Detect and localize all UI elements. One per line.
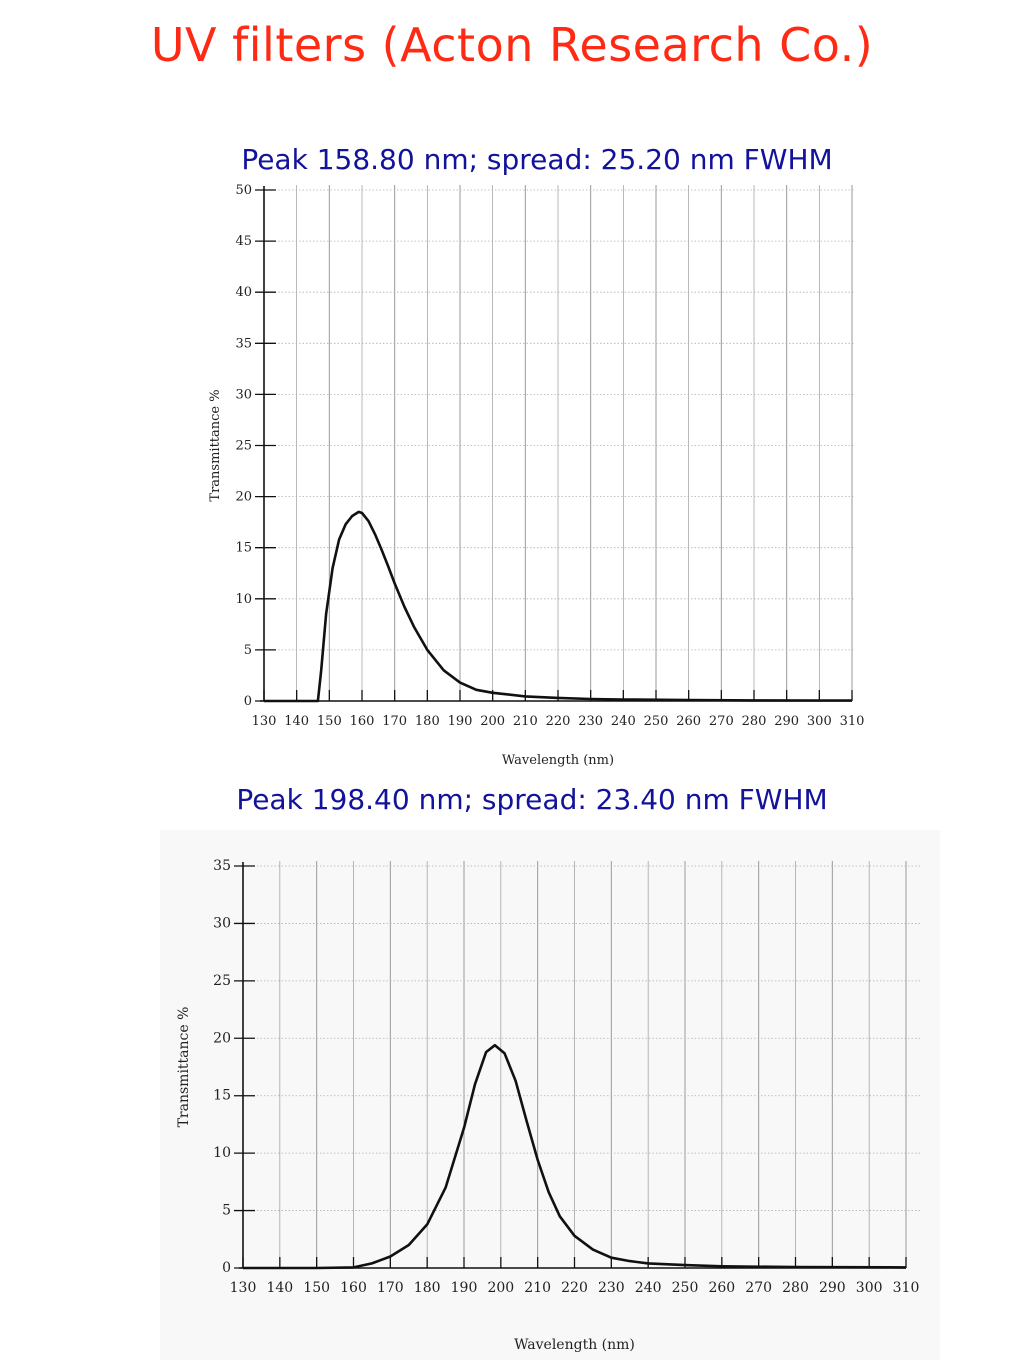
- chart-2-x-tick-label: 220: [561, 1280, 588, 1296]
- chart-1-y-tick-label: 50: [235, 183, 252, 198]
- chart-2-y-tick-label: 35: [213, 858, 231, 874]
- chart-1-y-tick-label: 15: [235, 541, 252, 556]
- chart-2-y-tick-label: 0: [222, 1260, 231, 1276]
- chart-2-y-tick-label: 30: [213, 915, 231, 931]
- chart-2-x-tick-label: 180: [414, 1280, 441, 1296]
- chart-2-y-tick-label: 25: [213, 973, 231, 989]
- chart-1: 0 5 10 15 20 25 30 35 40 45 50 130 140 150 160 170 180 19…: [195, 178, 875, 778]
- chart-1-x-tick-label: 220: [546, 714, 571, 729]
- chart-1-x-tick-label: 230: [578, 714, 603, 729]
- chart-1-series-line: [264, 510, 852, 703]
- chart-1-x-tick-label: 280: [742, 714, 767, 729]
- chart-2-x-tick-label: 270: [745, 1280, 772, 1296]
- chart-2-x-tick-label: 240: [635, 1280, 662, 1296]
- chart-1-x-tick-label: 240: [611, 714, 636, 729]
- chart-1-x-tick-label: 300: [807, 714, 832, 729]
- chart-2-x-tick-label: 190: [451, 1280, 478, 1296]
- chart-1-y-axis-label: Transmittance %: [208, 389, 223, 501]
- chart-1-x-tick-label: 190: [448, 714, 473, 729]
- chart-1-caption: Peak 158.80 nm; spread: 25.20 nm FWHM: [241, 143, 833, 176]
- chart-1-x-tick-label: 270: [709, 714, 734, 729]
- chart-2-x-axis-label: Wavelength (nm): [514, 1337, 635, 1353]
- chart-2-y-axis-label: Transmittance %: [176, 1007, 192, 1128]
- chart-1-y-tick-label: 5: [244, 643, 252, 658]
- chart-1-y-tick-label: 35: [235, 336, 252, 351]
- chart-2-x-tick-label: 210: [524, 1280, 551, 1296]
- chart-2-x-tick-label: 170: [377, 1280, 404, 1296]
- chart-1-x-tick-label: 130: [252, 714, 277, 729]
- chart-1-y-tick-label: 45: [235, 234, 252, 249]
- chart-2-x-tick-label: 140: [266, 1280, 293, 1296]
- slide-title: UV filters (Acton Research Co.): [150, 18, 874, 72]
- chart-1-y-tick-label: 30: [235, 387, 252, 402]
- chart-1-x-tick-label: 160: [350, 714, 375, 729]
- chart-1-y-tick-label: 20: [235, 490, 252, 505]
- chart-1-x-axis-label: Wavelength (nm): [502, 753, 614, 768]
- chart-2-x-tick-label: 250: [672, 1280, 699, 1296]
- chart-2: 0 5 10 15 20 25 30 35 130 140 150 160 170 180 190 200 21…: [160, 830, 940, 1360]
- chart-1-y-tick-label: 0: [244, 694, 252, 709]
- chart-1-x-tick-label: 290: [774, 714, 799, 729]
- chart-2-y-tick-label: 5: [222, 1203, 231, 1219]
- chart-2-x-tick-label: 160: [340, 1280, 367, 1296]
- chart-1-x-tick-label: 180: [415, 714, 440, 729]
- chart-1-x-tick-label: 260: [676, 714, 701, 729]
- chart-2-x-tick-label: 310: [893, 1280, 920, 1296]
- chart-1-x-tick-label: 140: [284, 714, 309, 729]
- chart-2-caption: Peak 198.40 nm; spread: 23.40 nm FWHM: [236, 783, 828, 816]
- chart-2-y-tick-label: 20: [213, 1030, 231, 1046]
- chart-1-x-tick-label: 200: [480, 714, 505, 729]
- chart-2-series-line: [243, 1043, 907, 1270]
- chart-2-y-tick-label: 15: [213, 1088, 231, 1104]
- chart-2-x-tick-label: 300: [856, 1280, 883, 1296]
- chart-1-y-tick-label: 10: [235, 592, 252, 607]
- chart-1-y-tick-label: 25: [235, 439, 252, 454]
- chart-1-x-tick-label: 170: [382, 714, 407, 729]
- chart-1-x-tick-label: 310: [840, 714, 865, 729]
- chart-2-x-tick-label: 230: [598, 1280, 625, 1296]
- chart-1-x-tick-label: 250: [644, 714, 669, 729]
- chart-2-x-tick-label: 290: [819, 1280, 846, 1296]
- chart-1-x-tick-label: 210: [513, 714, 538, 729]
- chart-2-x-tick-label: 200: [487, 1280, 514, 1296]
- chart-2-x-tick-label: 280: [782, 1280, 809, 1296]
- chart-1-y-tick-label: 40: [235, 285, 252, 300]
- chart-2-y-tick-label: 10: [213, 1145, 231, 1161]
- chart-2-x-tick-label: 260: [708, 1280, 735, 1296]
- chart-1-x-tick-label: 150: [317, 714, 342, 729]
- chart-2-x-tick-label: 130: [230, 1280, 257, 1296]
- chart-2-x-tick-label: 150: [303, 1280, 330, 1296]
